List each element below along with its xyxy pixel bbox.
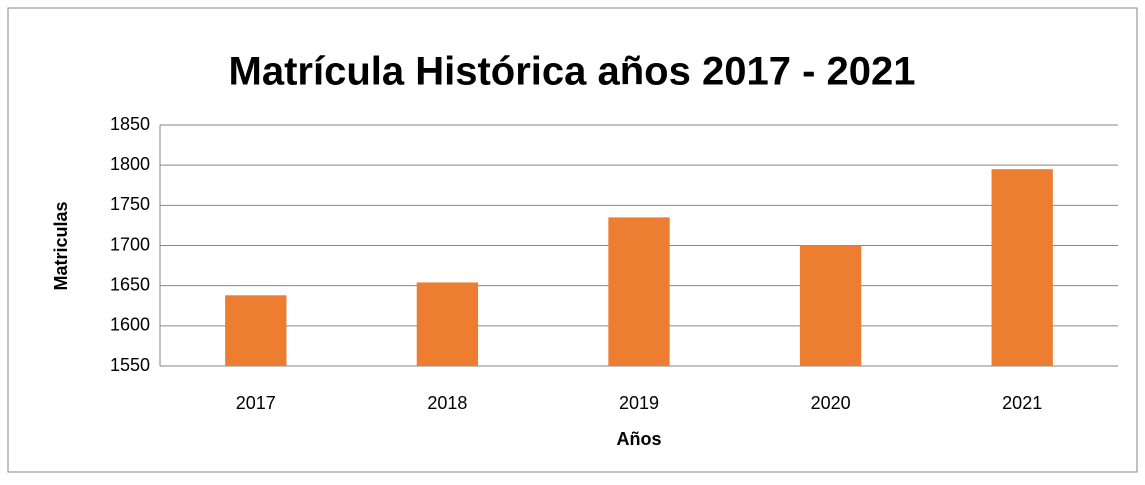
x-tick-label: 2017 xyxy=(236,393,276,413)
bar xyxy=(225,295,287,366)
x-tick-label: 2021 xyxy=(1002,393,1042,413)
chart-border xyxy=(7,7,1138,473)
x-tick-label: 2018 xyxy=(427,393,467,413)
bar xyxy=(799,245,862,366)
bar xyxy=(991,169,1053,366)
x-axis-label: Años xyxy=(617,429,662,449)
x-tick-label: 2020 xyxy=(811,393,851,413)
x-tick-label: 2019 xyxy=(619,393,659,413)
chart-title: Matrícula Histórica años 2017 - 2021 xyxy=(229,50,916,94)
y-tick-label: 1650 xyxy=(110,274,150,294)
y-axis-label: Matriculas xyxy=(51,201,71,290)
y-tick-label: 1800 xyxy=(110,154,150,174)
y-tick-label: 1750 xyxy=(110,194,150,214)
y-tick-label: 1550 xyxy=(110,355,150,375)
bar xyxy=(608,217,670,366)
y-tick-label: 1700 xyxy=(110,234,150,254)
bar xyxy=(416,282,479,366)
y-tick-label: 1850 xyxy=(110,114,150,134)
y-tick-label: 1600 xyxy=(110,315,150,335)
